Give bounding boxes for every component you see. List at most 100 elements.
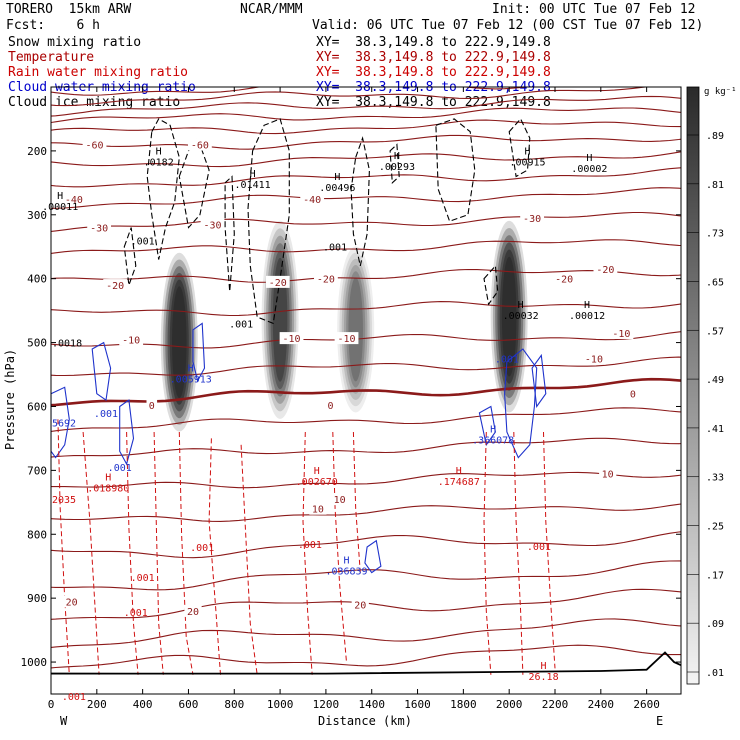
- ice-contour-3: [350, 136, 370, 267]
- max-value-label: .00915: [509, 157, 545, 168]
- temperature-label-bg: [119, 333, 144, 346]
- temperature-label-bg: [309, 502, 327, 515]
- temperature-label-bg: [82, 138, 107, 151]
- y-tick-label: 600: [27, 400, 47, 413]
- legend-xy-snow: XY= 38.3,149.8 to 222.9,149.8: [316, 35, 551, 50]
- colorbar-label: .49: [706, 375, 724, 386]
- temperature-label-bg: [87, 221, 112, 234]
- temperature-label-bg: [331, 493, 349, 506]
- x-axis-label: Distance (km): [318, 714, 412, 728]
- ice-contour-label: .0018: [52, 339, 82, 350]
- temperature-label: -20: [555, 275, 573, 286]
- cloud-water-label: .001: [94, 409, 118, 420]
- cloud-water-label: .001: [495, 355, 519, 366]
- max-h-marker: H: [344, 555, 350, 566]
- max-h-marker: H: [57, 191, 63, 202]
- max-value-label: .00012: [569, 311, 605, 322]
- isotherm-line-18: [51, 471, 681, 489]
- ice-contour-label: .001: [229, 319, 253, 330]
- snow-core-1: [261, 220, 299, 419]
- rain-contour-label: .001: [62, 692, 86, 703]
- model-label: TORERO 15km ARW: [6, 2, 132, 17]
- max-value-label: .00032: [503, 311, 539, 322]
- max-h-marker: H: [334, 172, 340, 183]
- colorbar-label: .81: [706, 180, 724, 191]
- colorbar-label: .17: [706, 570, 724, 581]
- rain-contour-7: [302, 431, 313, 675]
- legend-xy-rain: XY= 38.3,149.8 to 222.9,149.8: [316, 65, 551, 80]
- ice-contour-label: .001: [323, 243, 347, 254]
- colorbar-label: .73: [706, 229, 724, 240]
- y-axis-label: Pressure (hPa): [3, 349, 17, 450]
- temperature-label-bg: [200, 218, 225, 231]
- isotherm-line-23: [51, 618, 681, 648]
- colorbar-label: .33: [706, 473, 724, 484]
- max-h-marker: H: [188, 364, 194, 375]
- temperature-label-bg: [314, 272, 338, 285]
- temperature-label: 0: [149, 401, 155, 412]
- temperature-label: -40: [65, 195, 83, 206]
- isotherm-line-1: [51, 87, 650, 107]
- rain-contour-2: [126, 431, 139, 675]
- snow-core-0: [160, 252, 198, 432]
- temperature-label-bg: [609, 326, 634, 339]
- temperature-label: 10: [334, 495, 346, 506]
- isotherm-line-5: [51, 134, 681, 150]
- colorbar-label: .41: [706, 424, 724, 435]
- temperature-label-bg: [325, 399, 336, 412]
- max-value-label: .00293: [379, 162, 415, 173]
- legend-name-rain: Rain water mixing ratio: [8, 65, 189, 80]
- temperature-label: -60: [191, 141, 209, 152]
- temperature-label-bg: [552, 272, 577, 285]
- isotherm-line-2: [51, 95, 681, 117]
- temperature-label-bg: [103, 279, 128, 292]
- temperature-label-bg: [334, 332, 359, 345]
- west-label: W: [60, 714, 68, 728]
- x-tick-label: 800: [224, 698, 244, 711]
- plot-frame: [50, 86, 682, 695]
- cloud-water-contour-0: [51, 386, 70, 459]
- y-tick-label: 400: [27, 273, 47, 286]
- temperature-label: -20: [106, 281, 124, 292]
- max-value-label: .0182: [144, 157, 174, 168]
- isotherm-line-10: [51, 239, 681, 255]
- isotherm-line-12: [51, 301, 681, 317]
- max-value-label: .005913: [170, 375, 212, 386]
- x-tick-label: 600: [179, 698, 199, 711]
- temperature-label-bg: [265, 275, 290, 288]
- colorbar-label: .65: [706, 277, 724, 288]
- max-value-label: .174687: [438, 477, 480, 488]
- ice-contour-8: [224, 175, 235, 292]
- isotherm-line-13: [51, 331, 681, 349]
- temperature-label-bg: [62, 192, 86, 205]
- isotherm-line-16: [51, 407, 681, 432]
- isotherm-line-19: [51, 503, 681, 522]
- temperature-label: -30: [90, 224, 108, 235]
- cloud-water-contour-2: [119, 399, 135, 466]
- max-h-marker: H: [541, 661, 547, 672]
- temperature-label: -10: [337, 334, 355, 345]
- cloud-water-contour-7: [478, 405, 496, 447]
- max-value-label: .366078: [472, 435, 514, 446]
- temperature-label: -30: [203, 220, 221, 231]
- rain-contour-12: [543, 431, 556, 669]
- x-tick-label: 400: [133, 698, 153, 711]
- x-tick-label: 200: [87, 698, 107, 711]
- max-value-label: .00011: [42, 202, 78, 213]
- rain-contour-6: [240, 444, 258, 675]
- temperature-label: -10: [585, 355, 603, 366]
- temperature-label: -10: [283, 334, 301, 345]
- x-tick-label: 2400: [588, 698, 615, 711]
- temperature-label: 10: [312, 505, 324, 516]
- temperature-label-bg: [146, 399, 158, 412]
- cloud-water-contour-4: [504, 348, 538, 459]
- max-h-marker: H: [250, 169, 256, 180]
- y-tick-label: 900: [27, 592, 47, 605]
- temperature-label: -10: [122, 335, 140, 346]
- temperature-label-bg: [300, 192, 325, 205]
- temperature-label-bg: [582, 352, 606, 365]
- cloud-water-contour-1: [91, 341, 112, 402]
- y-tick-label: 1000: [21, 656, 48, 669]
- colorbar: [686, 86, 700, 685]
- isotherm-line-17: [51, 437, 681, 458]
